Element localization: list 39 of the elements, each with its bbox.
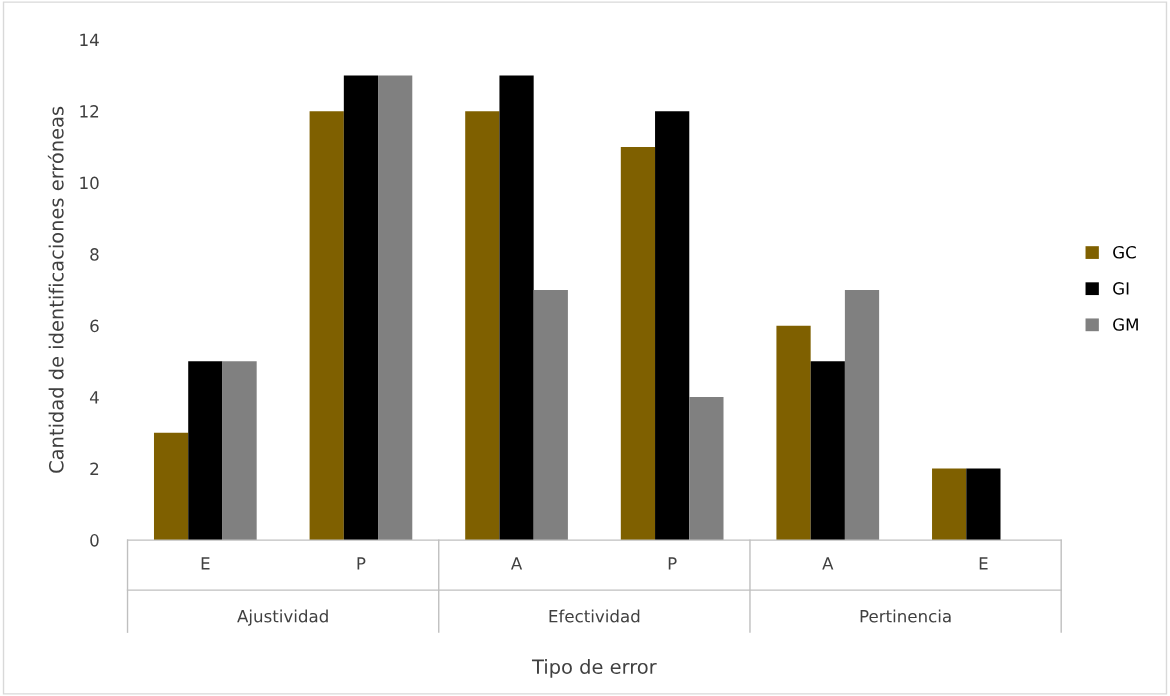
bar [810, 361, 845, 541]
y-tick-label: 2 [90, 462, 99, 475]
x-tick-label: A [822, 557, 834, 570]
y-tick-label: 6 [90, 319, 99, 333]
y-tick-label: 4 [89, 391, 99, 404]
x-tick-label: E [979, 557, 988, 570]
y-axis-title: Cantidad de identificaciones erróneas [47, 106, 64, 473]
y-tick-label: 12 [80, 105, 99, 118]
x-tick-label: A [510, 557, 523, 570]
text: Efectividad [549, 609, 640, 623]
bar [533, 289, 568, 541]
x-tick-label: E [201, 557, 210, 570]
y-tick-label: 8 [90, 248, 99, 261]
text: Pertinencia [860, 609, 951, 623]
x-axis-title: Tipo de error [531, 659, 657, 678]
bar [620, 146, 656, 541]
y-tick-label: 14 [80, 33, 99, 46]
bar [655, 111, 690, 541]
legend-label: GI [1113, 282, 1129, 295]
bar [222, 361, 257, 541]
bar [188, 361, 223, 541]
y-tick-label: 0 [90, 534, 99, 547]
bar [499, 75, 534, 541]
bar [378, 75, 413, 541]
x-tick-label: P [668, 557, 677, 570]
legend-label: GC [1113, 245, 1136, 259]
bar [844, 289, 880, 541]
bar [309, 111, 344, 541]
bar [153, 432, 189, 541]
bar [465, 111, 500, 541]
text: Ajustividad [237, 609, 328, 626]
bar [689, 397, 724, 541]
y-tick-label: 10 [80, 176, 99, 190]
legend-label: GM [1113, 318, 1138, 331]
x-tick-label: P [357, 557, 366, 570]
bar [343, 75, 379, 541]
bar [776, 325, 811, 541]
bar [932, 468, 967, 541]
bar [966, 468, 1001, 541]
